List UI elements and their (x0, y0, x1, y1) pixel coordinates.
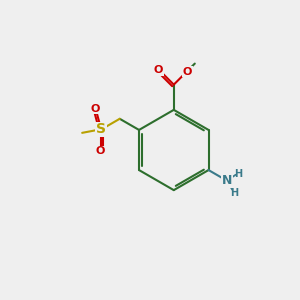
Text: O: O (95, 146, 104, 156)
Text: N: N (222, 174, 232, 187)
Text: S: S (96, 122, 106, 136)
Text: H: H (230, 188, 238, 198)
Text: O: O (91, 104, 100, 114)
Text: O: O (154, 65, 163, 75)
Text: O: O (183, 67, 192, 77)
Text: H: H (234, 169, 242, 178)
